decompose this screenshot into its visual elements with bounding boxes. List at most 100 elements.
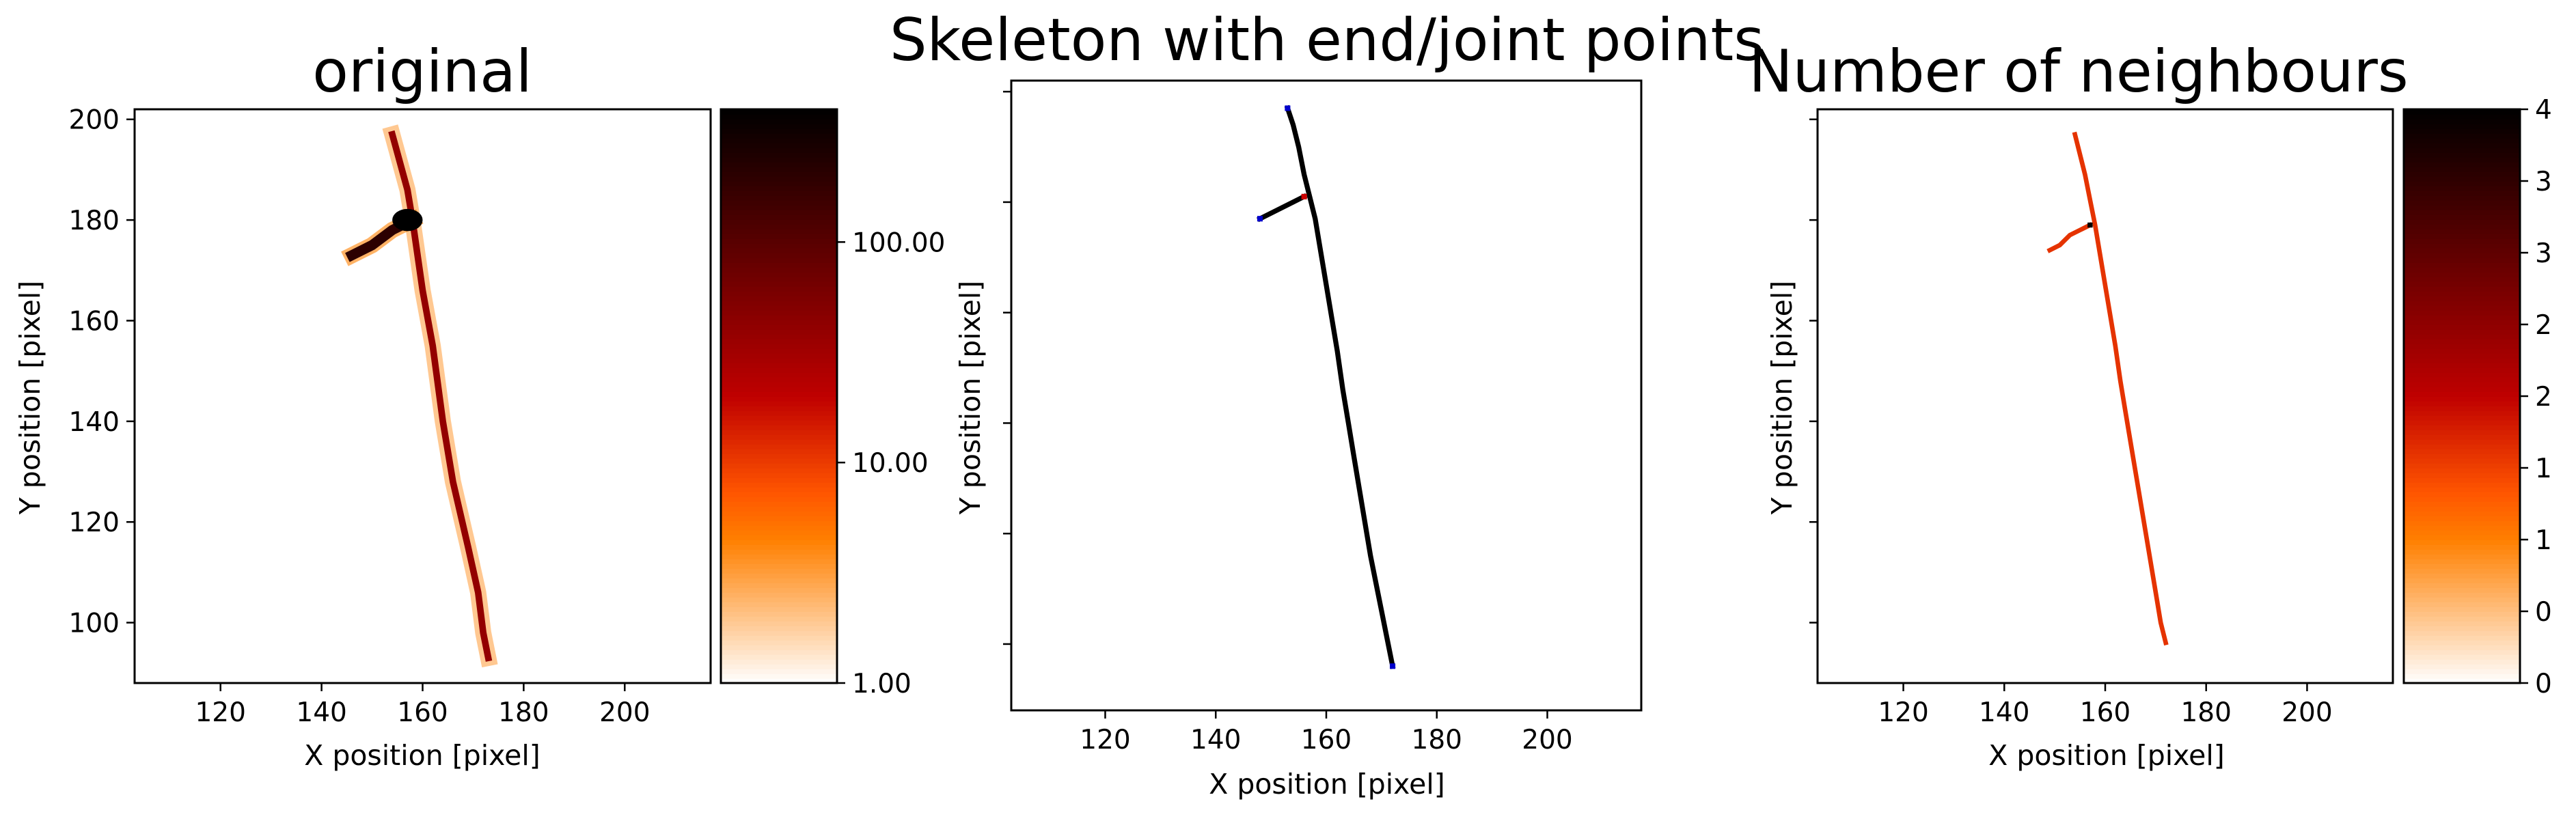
colorbar-segment (721, 410, 837, 416)
colorbar-segment (721, 191, 837, 196)
colorbar-segment (2404, 152, 2520, 158)
colorbar-segment (2404, 148, 2520, 153)
colorbar-segment (2404, 650, 2520, 655)
colorbar-segment (721, 324, 837, 330)
colorbar-segment (721, 167, 837, 172)
colorbar-segment (721, 401, 837, 406)
colorbar-segment (2404, 348, 2520, 354)
colorbar-segment (2404, 477, 2520, 483)
colorbar-segment (721, 458, 837, 464)
colorbar-segment (2404, 124, 2520, 129)
end-point (1257, 216, 1263, 222)
y-tick-label: 200 (69, 105, 120, 136)
neighbour-branch (2046, 222, 2094, 253)
colorbar-segment (721, 592, 837, 598)
panel-title: original (312, 38, 532, 106)
colorbar-segment (2404, 339, 2520, 344)
colorbar-segment (2404, 583, 2520, 588)
colorbar-segment (721, 511, 837, 516)
colorbar-segment (721, 563, 837, 569)
colorbar-segment (721, 396, 837, 402)
colorbar-segment (2404, 377, 2520, 382)
plot-background (1011, 81, 1641, 710)
plot-background (1818, 109, 2393, 683)
colorbar-segment (2404, 181, 2520, 186)
panel-original: original X position [pixel] Y position [… (14, 38, 945, 772)
colorbar-segment (721, 492, 837, 497)
x-tick-label: 140 (1979, 697, 2029, 728)
colorbar-segment (721, 205, 837, 210)
colorbar-segment (2404, 224, 2520, 229)
colorbar-segment (2404, 262, 2520, 268)
colorbar-segment (721, 133, 837, 139)
colorbar-segment (721, 520, 837, 526)
colorbar-tick-label: 3 (2535, 238, 2552, 269)
colorbar-segment (721, 544, 837, 550)
colorbar-segment (2404, 133, 2520, 139)
colorbar-segment (721, 124, 837, 129)
colorbar-segment (721, 367, 837, 373)
colorbar-segment (721, 334, 837, 339)
colorbar-segment (2404, 568, 2520, 574)
colorbar-segment (2404, 191, 2520, 196)
data-layer (2046, 131, 2169, 646)
colorbar-segment (721, 607, 837, 612)
colorbar-tick-label: 2 (2535, 382, 2552, 413)
colorbar-segment (721, 501, 837, 507)
colorbar-segment (2404, 449, 2520, 454)
colorbar-segment (721, 224, 837, 229)
colorbar-segment (2404, 463, 2520, 469)
colorbar-segment (2404, 415, 2520, 421)
colorbar-segment (721, 640, 837, 645)
x-tick-label: 200 (2282, 697, 2332, 728)
colorbar-segment (2404, 138, 2520, 143)
colorbar-tick-label: 4 (2535, 95, 2552, 126)
colorbar-segment (721, 497, 837, 502)
x-tick-label: 200 (1522, 725, 1572, 755)
colorbar-segment (2404, 253, 2520, 258)
hotspot (392, 208, 423, 232)
colorbar-segment (2404, 497, 2520, 502)
colorbar-segment (2404, 525, 2520, 531)
colorbar-segment (721, 238, 837, 244)
colorbar-segment (721, 258, 837, 263)
colorbar-segment (2404, 258, 2520, 263)
colorbar-segment (721, 286, 837, 292)
colorbar-segment (2404, 382, 2520, 387)
colorbar-segment (721, 262, 837, 268)
colorbar-segment (721, 559, 837, 564)
colorbar-segment (2404, 673, 2520, 679)
colorbar-segment (2404, 487, 2520, 492)
joint-point (1301, 193, 1307, 199)
colorbar-segment (721, 473, 837, 478)
colorbar-tick-label: 2 (2535, 310, 2552, 341)
colorbar-segment (2404, 162, 2520, 167)
x-tick-label: 140 (1190, 725, 1241, 755)
colorbar-segment (721, 301, 837, 306)
end-point (1390, 663, 1396, 669)
colorbar-segment (2404, 592, 2520, 598)
colorbar-segment (2404, 243, 2520, 249)
y-tick-label: 100 (69, 609, 120, 639)
colorbar-segment (2404, 563, 2520, 569)
colorbar-segment (2404, 473, 2520, 478)
colorbar-segment (2404, 616, 2520, 622)
colorbar-segment (721, 477, 837, 483)
colorbar-segment (721, 171, 837, 177)
colorbar-segment (2404, 320, 2520, 325)
colorbar-segment (2404, 387, 2520, 392)
colorbar-segment (721, 195, 837, 201)
plot-area (1818, 109, 2393, 683)
colorbar-segment (2404, 516, 2520, 521)
colorbar-segment (721, 554, 837, 559)
colorbar-segment (721, 162, 837, 167)
colorbar-segment (721, 664, 837, 669)
colorbar-segment (2404, 420, 2520, 426)
colorbar-segment (721, 272, 837, 277)
colorbar-segment (721, 516, 837, 521)
colorbar-segment (2404, 458, 2520, 464)
y-tick-label: 120 (69, 507, 120, 538)
colorbar-segment (721, 525, 837, 531)
colorbar-segment (2404, 607, 2520, 612)
colorbar-segment (2404, 353, 2520, 359)
